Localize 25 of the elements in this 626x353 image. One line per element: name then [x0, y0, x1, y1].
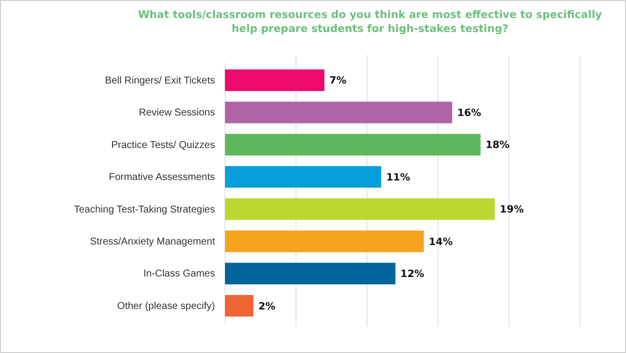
data-label: 7% [329, 76, 346, 87]
data-label: 18% [486, 140, 510, 152]
data-label: 2% [258, 301, 276, 312]
bar [225, 166, 382, 188]
chart-title: What tools/classroom resources do you think are most effective to specifically help prepare students for high-stakes testing? [138, 9, 602, 35]
data-label: 16% [457, 108, 482, 119]
bar [225, 294, 254, 317]
bar [225, 198, 495, 220]
data-label: 11% [386, 172, 410, 184]
y-tick-label: Teaching Test-Taking Strategies [74, 204, 215, 216]
bar [225, 69, 324, 92]
y-tick-label: Bell Ringers/ Exit Tickets [104, 75, 215, 86]
y-tick-label: Review Sessions [138, 108, 215, 119]
bar [225, 230, 424, 252]
y-tick-label: Practice Tests/ Quizzes [111, 140, 215, 151]
data-label: 12% [400, 269, 424, 280]
y-tick-label: In-Class Games [143, 268, 215, 280]
data-label: 14% [428, 236, 453, 248]
bar [225, 134, 481, 156]
y-tick-label: Other (please specify) [117, 300, 215, 312]
y-tick-label: Formative Assessments [108, 172, 215, 184]
y-tick-label: Stress/Anxiety Management [90, 236, 216, 248]
bar [225, 102, 452, 124]
bar [225, 262, 396, 284]
data-label: 19% [500, 204, 524, 216]
